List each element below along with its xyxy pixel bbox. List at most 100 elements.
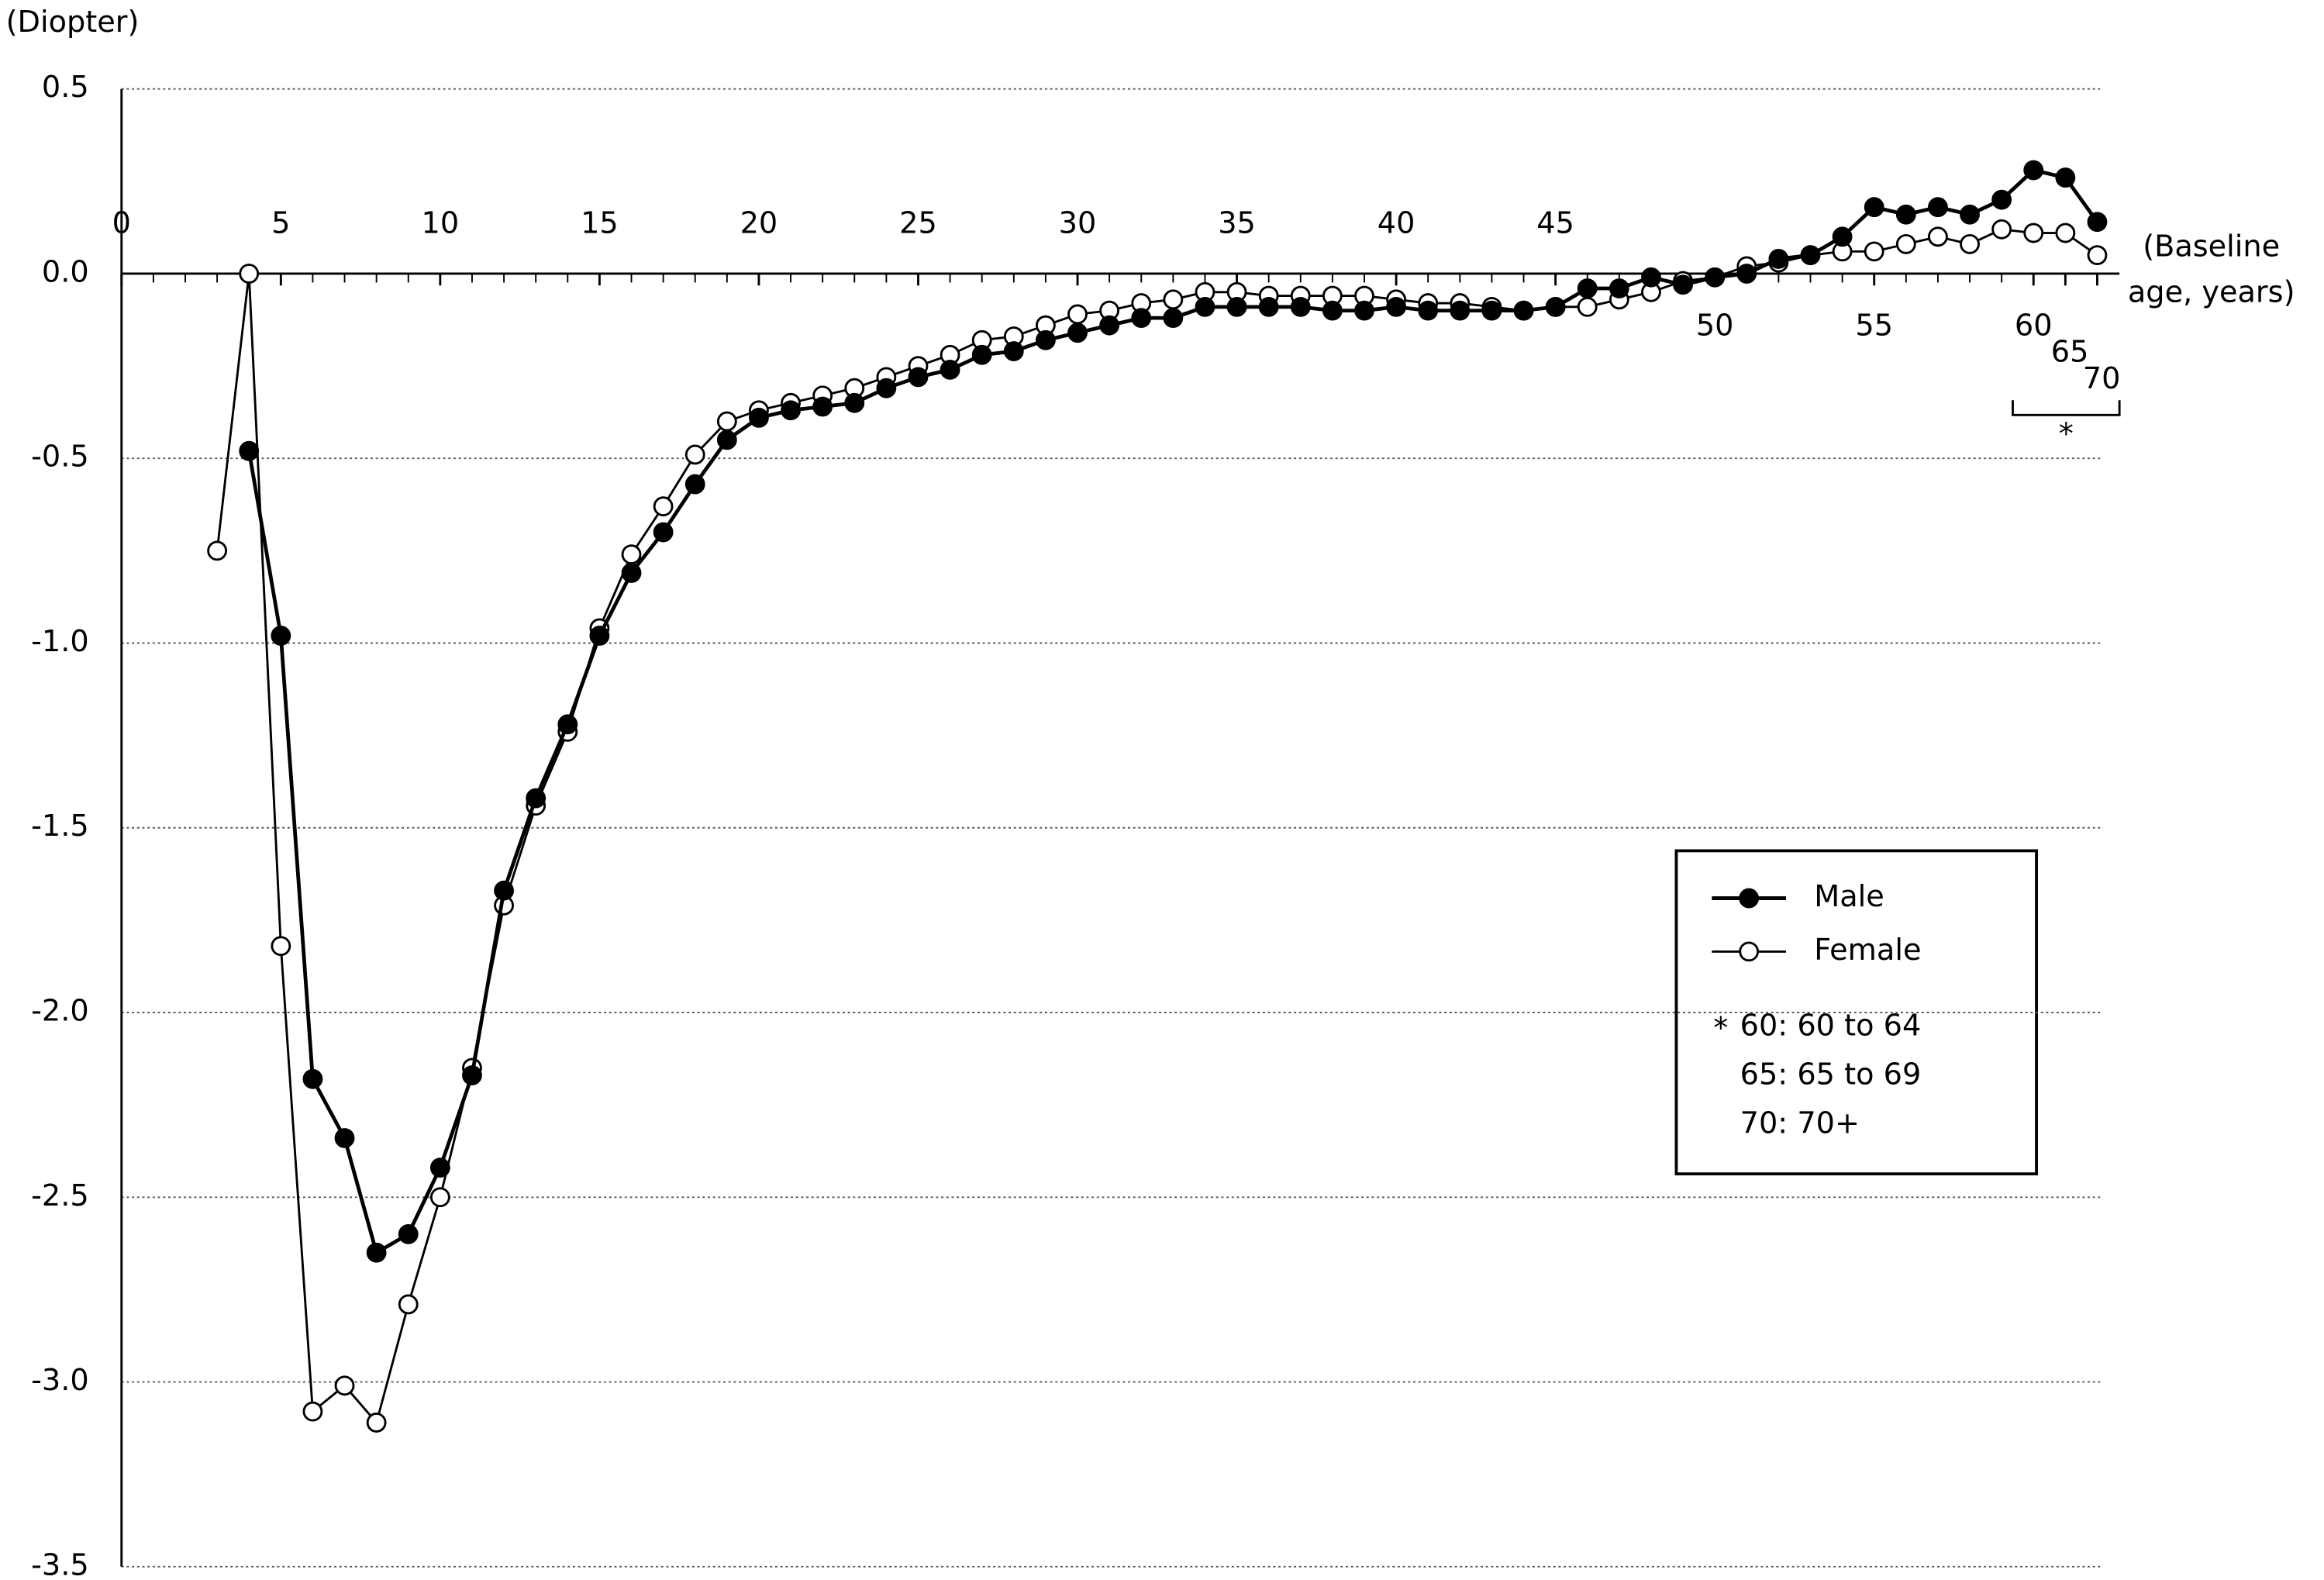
data-point [1513,300,1534,321]
data-point [239,440,260,461]
note-line: 65: 65 to 69 [1740,1057,1922,1092]
data-point [1545,296,1566,317]
data-point [2087,245,2108,266]
data-point [684,474,705,495]
data-point [908,367,929,388]
x-tick-label: 25 [899,206,937,240]
data-point [207,540,228,561]
y-tick-label: -2.0 [31,995,89,1029]
data-point [1609,278,1629,298]
data-point [1163,308,1184,329]
data-point [429,1157,450,1178]
data-point [684,444,705,465]
data-point [653,496,674,517]
data-point [398,1224,419,1244]
legend-label: Male [1814,880,1884,914]
data-point [1067,323,1088,343]
data-point [302,1401,323,1422]
x-tick-label: 65 [2051,336,2089,370]
data-point [1036,329,1056,350]
data-point [1641,267,1661,288]
data-point [1895,204,1916,225]
data-point [271,626,291,646]
data-point [1099,315,1120,336]
data-point [1131,308,1152,329]
x-axis-label-line: age, years) [2128,275,2295,309]
data-point [1577,278,1598,298]
x-tick-label: 55 [1855,309,1893,343]
x-axis-label-text: (Baseline age, years) [2128,229,2295,309]
data-point [812,396,833,417]
data-point [2055,223,2076,243]
data-point [1226,296,1247,317]
data-point [1928,197,1948,218]
note-marker: * [1713,1012,1728,1046]
data-point [271,936,291,957]
x-tick-label: 45 [1536,206,1574,240]
data-point [1991,189,2012,210]
x-tick-label: 35 [1218,206,1256,240]
data-point [716,411,737,432]
data-point [398,1294,419,1315]
x-tick-label: 20 [740,206,778,240]
bracket-note-marker: * [2059,418,2074,452]
y-tick-label: -1.0 [31,625,89,659]
data-point [1768,249,1789,269]
data-point [1960,204,1980,225]
series-line [216,228,2098,1425]
x-tick-label: 15 [581,206,619,240]
data-point [1800,245,1821,266]
data-point [1386,296,1407,317]
data-point [1067,304,1088,325]
data-point [1163,289,1184,310]
x-tick-label: 0 [112,206,131,240]
x-tick-label: 5 [271,206,290,240]
data-point [2023,223,2044,243]
data-point [1481,300,1502,321]
y-tick-label: -3.0 [31,1364,89,1398]
data-point [1003,341,1024,361]
data-point [1864,241,1884,262]
y-tick-label: -0.5 [31,440,89,474]
y-tick-label: 0.0 [42,255,89,289]
data-point [621,563,642,583]
data-point [366,1413,387,1433]
data-point [1354,300,1374,321]
data-point [526,788,547,809]
data-point [1736,264,1757,284]
data-point [940,359,960,380]
data-point [1895,233,1916,254]
x-tick-label: 40 [1378,206,1415,240]
data-point [462,1065,482,1085]
data-point [1864,197,1884,218]
age-group-bracket [2012,400,2121,416]
data-point [621,544,642,565]
data-point [1290,296,1311,317]
data-point [653,522,674,543]
legend-marker [1739,941,1760,962]
note-line: 70: 70+ [1740,1107,1860,1141]
data-point [1450,300,1471,321]
note-line: 60: 60 to 64 [1740,1009,1922,1043]
x-axis-label-line: (Baseline [2143,229,2280,264]
data-point [716,429,737,450]
data-point [239,264,260,284]
data-point [557,714,578,735]
data-point [1991,219,2012,240]
data-point [2055,167,2076,188]
x-tick-label: 60 [2015,309,2053,343]
data-point [781,400,801,421]
data-point [1928,226,1948,247]
x-tick-label: 70 [2083,362,2121,396]
data-point [876,378,897,398]
y-axis-label: (Diopter) [6,5,140,40]
data-point [1705,267,1726,288]
x-tick-label: 30 [1059,206,1097,240]
data-point [1258,296,1279,317]
data-point [1418,300,1439,321]
data-point [749,407,769,428]
x-tick-label: 10 [422,206,460,240]
x-axis-label: (Baseline age, years) [2128,229,2295,309]
data-point [334,1128,355,1148]
data-point [1832,226,1853,247]
